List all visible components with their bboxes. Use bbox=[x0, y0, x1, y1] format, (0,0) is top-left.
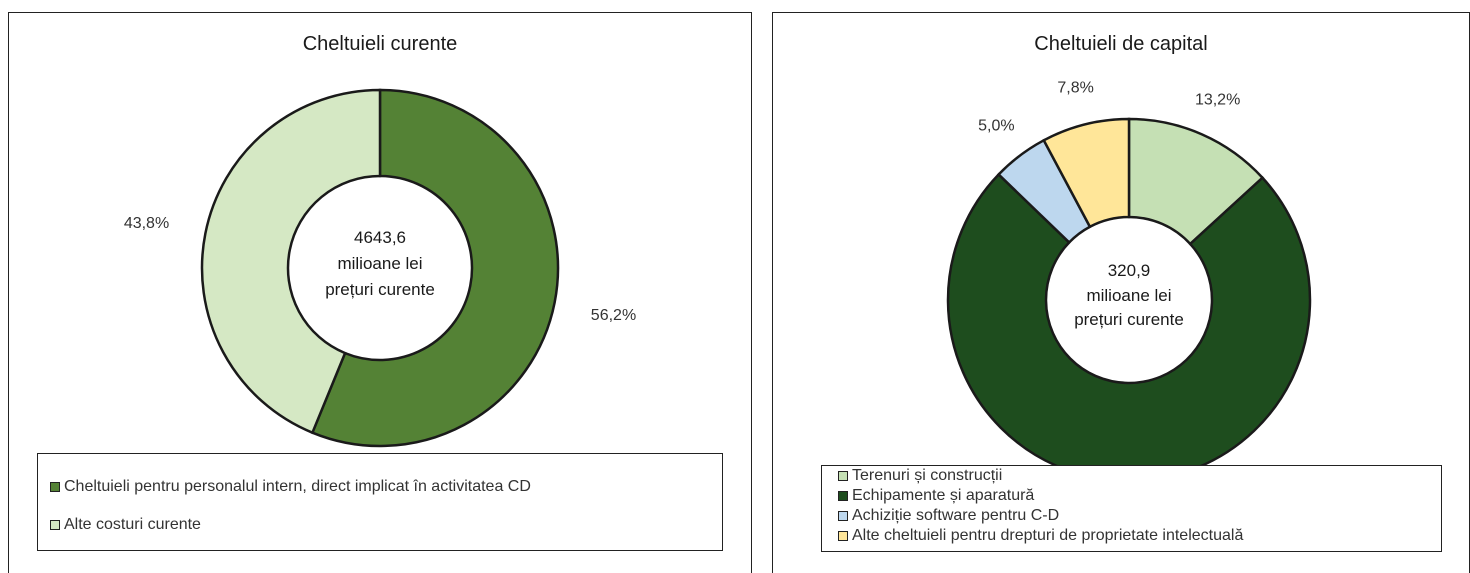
slice-value-label: 5,0% bbox=[978, 117, 1014, 134]
legend-swatch bbox=[838, 511, 848, 521]
legend-label: Cheltuieli pentru personalul intern, dir… bbox=[64, 478, 531, 496]
legend-item-echipamente-si-aparatura: Echipamente și aparatură bbox=[838, 486, 1441, 506]
chart-legend: Cheltuieli pentru personalul intern, dir… bbox=[37, 453, 723, 551]
legend-label: Echipamente și aparatură bbox=[852, 487, 1034, 505]
chart-panel-capital: Cheltuieli de capital 13,2%74,0%5,0%7,8%… bbox=[772, 12, 1470, 573]
legend-item-cheltuieli-pentru-personalul-intern-dire: Cheltuieli pentru personalul intern, dir… bbox=[50, 468, 722, 506]
donut-center-label: prețuri curente bbox=[325, 280, 435, 299]
legend-item-achizitie-software-pentru-c-d: Achiziție software pentru C-D bbox=[838, 506, 1441, 526]
legend-swatch bbox=[838, 471, 848, 481]
donut-center-label: prețuri curente bbox=[1074, 310, 1184, 329]
legend-item-alte-cheltuieli-pentru-drepturi-de-propr: Alte cheltuieli pentru drepturi de propr… bbox=[838, 526, 1441, 546]
donut-chart-current: 56,2% 43,8% 4643,6 milioane lei prețuri cure… bbox=[9, 13, 753, 453]
chart-panel-current: Cheltuieli curente 56,2% 43,8% 4643,6 milio… bbox=[8, 12, 752, 573]
legend-item-alte-costuri-curente: Alte costuri curente bbox=[50, 506, 722, 544]
legend-swatch bbox=[838, 491, 848, 501]
legend-label: Terenuri și construcții bbox=[852, 467, 1002, 485]
donut-center-label: milioane lei bbox=[337, 254, 422, 273]
legend-label: Alte cheltuieli pentru drepturi de propr… bbox=[852, 527, 1243, 545]
legend-item-terenuri-si-constructii: Terenuri și construcții bbox=[838, 466, 1441, 486]
legend-label: Alte costuri curente bbox=[64, 516, 201, 534]
legend-swatch bbox=[50, 520, 60, 530]
chart-legend: Terenuri și construcții Echipamente și ap… bbox=[821, 465, 1442, 552]
slice-value-label: 43,8% bbox=[124, 215, 169, 232]
donut-center-label: 320,9 bbox=[1108, 261, 1151, 280]
donut-center-label: 4643,6 bbox=[354, 228, 406, 247]
legend-swatch bbox=[838, 531, 848, 541]
legend-label: Achiziție software pentru C-D bbox=[852, 507, 1059, 525]
slice-value-label: 13,2% bbox=[1195, 92, 1240, 109]
slice-value-label: 7,8% bbox=[1057, 80, 1093, 97]
donut-center-label: milioane lei bbox=[1086, 286, 1171, 305]
slice-value-label: 56,2% bbox=[591, 307, 636, 324]
legend-swatch bbox=[50, 482, 60, 492]
